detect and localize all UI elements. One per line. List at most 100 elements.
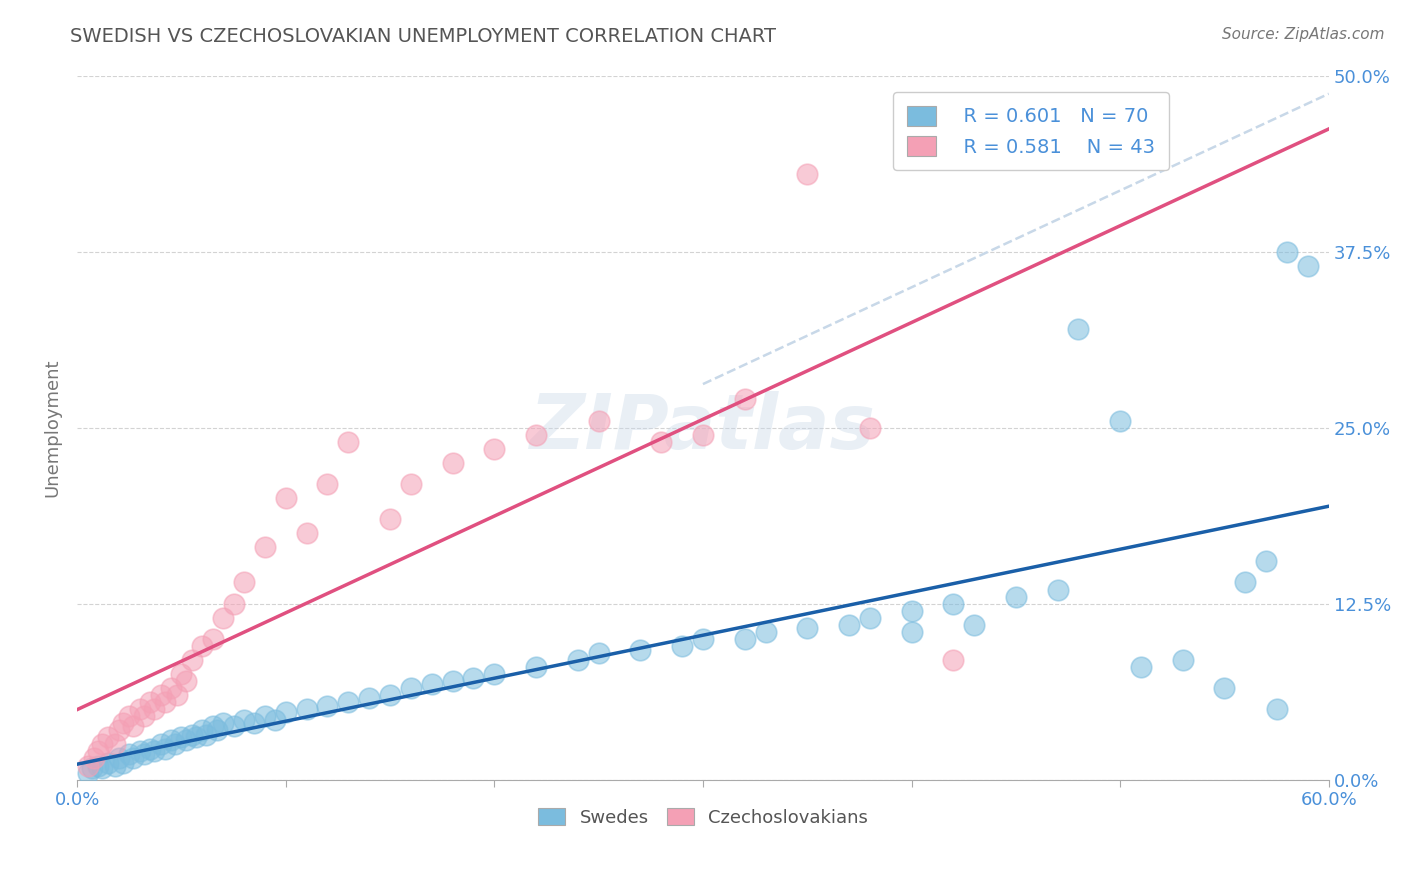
Point (378, 512, 401, 526)
Point (122, 751, 145, 765)
Point (337, 434, 360, 449)
Point (1171, 653, 1194, 667)
Point (734, 632, 756, 646)
Point (128, 744, 150, 758)
Point (233, 575, 256, 590)
Point (796, 167, 818, 181)
Point (441, 456, 464, 470)
Point (588, 646, 610, 660)
Point (316, 476, 339, 491)
Point (524, 427, 547, 442)
Point (108, 723, 131, 738)
Point (274, 705, 297, 719)
Y-axis label: Unemployment: Unemployment (44, 359, 60, 497)
Point (212, 610, 235, 624)
Point (628, 643, 651, 657)
Point (1265, 702, 1288, 716)
Point (149, 738, 172, 752)
Point (243, 716, 266, 731)
Point (316, 699, 339, 714)
Point (191, 723, 214, 738)
Point (212, 716, 235, 731)
Point (734, 392, 756, 407)
Point (76, 758, 98, 772)
Point (1005, 590, 1028, 604)
Point (1256, 554, 1278, 568)
Point (201, 632, 224, 646)
Point (143, 744, 166, 758)
Point (420, 677, 443, 691)
Point (253, 709, 276, 723)
Point (963, 617, 986, 632)
Text: SWEDISH VS CZECHOSLOVAKIAN UNEMPLOYMENT CORRELATION CHART: SWEDISH VS CZECHOSLOVAKIAN UNEMPLOYMENT … (70, 27, 776, 45)
Point (111, 756, 134, 770)
Point (650, 434, 672, 449)
Point (671, 639, 693, 653)
Point (76, 765, 98, 780)
Point (253, 541, 276, 555)
Point (378, 688, 401, 702)
Point (754, 624, 776, 639)
Point (91, 761, 114, 775)
Point (567, 653, 589, 667)
Point (170, 667, 193, 681)
Point (139, 741, 162, 756)
Point (87, 758, 110, 772)
Point (122, 719, 145, 733)
Point (274, 491, 297, 505)
Point (97, 731, 120, 745)
Point (588, 413, 610, 427)
Point (139, 695, 162, 709)
Point (692, 427, 714, 442)
Point (180, 727, 202, 741)
Point (1213, 681, 1236, 695)
Point (87, 744, 110, 758)
Point (191, 639, 214, 653)
Point (264, 714, 287, 728)
Legend: Swedes, Czechoslovakians: Swedes, Czechoslovakians (530, 801, 875, 834)
Point (942, 597, 965, 611)
Point (692, 632, 714, 646)
Point (153, 695, 176, 709)
Point (900, 604, 922, 618)
Point (484, 442, 506, 456)
Point (166, 688, 188, 702)
Point (160, 733, 183, 747)
Point (337, 695, 360, 709)
Point (399, 681, 422, 695)
Point (111, 716, 134, 731)
Point (1130, 660, 1153, 674)
Point (295, 526, 318, 541)
Point (83, 751, 105, 765)
Point (942, 653, 965, 667)
Point (143, 702, 166, 716)
Point (149, 688, 172, 702)
Point (180, 653, 202, 667)
Point (174, 673, 197, 688)
Point (295, 702, 318, 716)
Point (205, 723, 228, 738)
Text: Source: ZipAtlas.com: Source: ZipAtlas.com (1222, 27, 1385, 42)
Point (201, 719, 224, 733)
Point (900, 624, 922, 639)
Point (1067, 322, 1090, 336)
Point (160, 681, 183, 695)
Point (153, 741, 176, 756)
Point (859, 610, 882, 624)
Point (118, 747, 141, 762)
Point (484, 667, 506, 681)
Point (1046, 582, 1069, 597)
Point (108, 751, 131, 765)
Point (1275, 244, 1298, 259)
Point (132, 747, 155, 762)
Point (91, 738, 114, 752)
Point (233, 714, 256, 728)
Point (463, 671, 485, 685)
Point (97, 756, 120, 770)
Point (165, 738, 187, 752)
Point (859, 420, 882, 434)
Point (104, 738, 127, 752)
Point (118, 709, 141, 723)
Point (222, 719, 245, 733)
Point (222, 597, 245, 611)
